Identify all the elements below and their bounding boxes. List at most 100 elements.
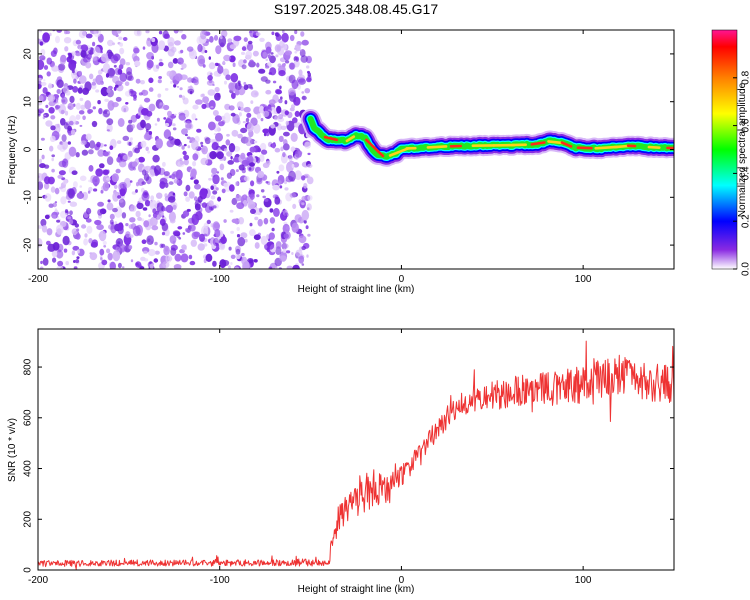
noise-blob [246, 84, 253, 89]
noise-blob [138, 156, 145, 163]
noise-blob [221, 188, 226, 194]
noise-blob [119, 181, 127, 189]
noise-blob [208, 200, 214, 207]
noise-blob [288, 170, 296, 182]
noise-blob [57, 144, 63, 150]
noise-blob [196, 128, 202, 133]
noise-blob [91, 239, 99, 247]
noise-blob [177, 141, 183, 147]
noise-blob [56, 89, 61, 94]
noise-blob [226, 151, 233, 157]
noise-blob [241, 252, 245, 257]
noise-blob [243, 175, 250, 182]
noise-blob [263, 217, 269, 225]
noise-blob [76, 256, 80, 259]
noise-blob [40, 218, 47, 227]
noise-blob [207, 89, 216, 96]
noise-blob [40, 260, 43, 265]
noise-blob [260, 235, 268, 245]
noise-blob [164, 229, 170, 237]
noise-blob [68, 120, 74, 126]
noise-blob [183, 154, 190, 161]
noise-blob [259, 37, 265, 43]
noise-blob [125, 223, 129, 227]
noise-blob [291, 163, 295, 169]
noise-blob [121, 212, 127, 219]
noise-blob [44, 176, 51, 185]
noise-blob [172, 192, 176, 196]
noise-blob [115, 84, 119, 88]
noise-blob [201, 202, 208, 208]
noise-blob [297, 78, 306, 85]
noise-blob [102, 240, 107, 246]
snr-x-tick-label: 0 [399, 575, 405, 586]
noise-blob [289, 192, 297, 198]
noise-blob [181, 128, 188, 135]
noise-blob [269, 217, 276, 224]
noise-blob [187, 86, 191, 89]
noise-blob [73, 78, 77, 84]
noise-blob [234, 181, 239, 187]
noise-blob [158, 62, 164, 67]
snr-series-line [38, 340, 674, 570]
noise-blob [217, 65, 224, 74]
noise-blob [183, 143, 187, 147]
noise-blob [152, 154, 160, 163]
noise-blob [38, 113, 41, 117]
noise-blob [65, 122, 69, 126]
noise-blob [40, 48, 46, 56]
noise-blob [59, 56, 66, 65]
noise-blob [257, 148, 262, 153]
noise-blob [286, 265, 293, 269]
noise-blob [145, 146, 149, 151]
noise-blob [182, 210, 190, 217]
noise-blob [209, 151, 218, 160]
noise-blob [234, 89, 240, 96]
noise-blob [284, 187, 289, 191]
snr-y-tick-label: 400 [23, 460, 34, 477]
noise-blob [84, 100, 92, 110]
noise-blob [214, 115, 222, 122]
noise-blob [194, 183, 201, 190]
ridge-core [647, 145, 661, 149]
ridge-core [426, 145, 448, 149]
noise-blob [236, 117, 240, 122]
noise-blob [249, 162, 255, 167]
noise-blob [161, 222, 169, 232]
noise-blob [291, 252, 294, 255]
noise-blob [75, 52, 81, 57]
noise-blob [98, 107, 103, 115]
noise-blob [141, 239, 147, 244]
noise-blob [38, 225, 43, 229]
noise-blob [301, 175, 306, 181]
noise-blob [119, 42, 123, 47]
noise-blob [202, 64, 206, 68]
noise-blob [246, 42, 254, 52]
noise-blob [137, 112, 141, 116]
noise-blob [216, 171, 220, 174]
noise-blob [48, 107, 55, 114]
noise-blob [247, 258, 254, 264]
noise-blob [151, 42, 159, 54]
noise-blob [185, 120, 192, 131]
noise-blob [76, 228, 80, 232]
noise-blob [268, 232, 275, 240]
noise-blob [158, 102, 165, 109]
noise-blob [242, 121, 246, 124]
noise-blob [133, 47, 140, 54]
noise-blob [128, 119, 133, 124]
noise-blob [69, 210, 73, 216]
snr-y-axis-label: SNR (10 * v/v) [7, 418, 18, 482]
noise-blob [276, 115, 280, 120]
noise-blob [97, 100, 101, 105]
noise-blob [286, 250, 291, 254]
noise-blob [240, 180, 243, 183]
noise-blob [269, 55, 276, 64]
noise-blob [156, 192, 163, 199]
noise-blob [254, 216, 259, 221]
noise-blob [197, 55, 206, 67]
noise-blob [300, 55, 308, 63]
noise-blob [94, 219, 102, 226]
noise-blob [61, 93, 65, 99]
noise-blob [110, 224, 117, 234]
